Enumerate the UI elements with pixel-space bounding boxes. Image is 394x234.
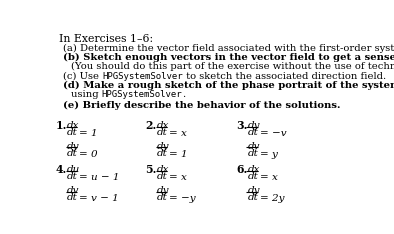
- Text: using: using: [71, 90, 102, 99]
- Text: = x: = x: [169, 173, 187, 183]
- Text: dt: dt: [157, 172, 168, 181]
- Text: dt: dt: [67, 149, 78, 157]
- Text: (e) Briefly describe the behavior of the solutions.: (e) Briefly describe the behavior of the…: [63, 101, 341, 110]
- Text: dx: dx: [157, 121, 169, 130]
- Text: dy: dy: [157, 142, 169, 151]
- Text: = y: = y: [260, 150, 278, 159]
- Text: (b) Sketch enough vectors in the vector field to get a sense of its geometric st: (b) Sketch enough vectors in the vector …: [63, 53, 394, 62]
- Text: du: du: [67, 165, 80, 174]
- Text: dy: dy: [67, 142, 80, 151]
- Text: (You should do this part of the exercise without the use of technology.): (You should do this part of the exercise…: [71, 62, 394, 71]
- Text: HPGSystemSolver: HPGSystemSolver: [102, 90, 182, 99]
- Text: = x: = x: [169, 129, 187, 138]
- Text: = 1: = 1: [80, 129, 98, 138]
- Text: dv: dv: [248, 142, 260, 151]
- Text: 3.: 3.: [236, 120, 247, 131]
- Text: HPGSystemSolver: HPGSystemSolver: [102, 72, 183, 81]
- Text: (c) Use: (c) Use: [63, 72, 102, 81]
- Text: dt: dt: [157, 149, 168, 157]
- Text: dt: dt: [248, 149, 258, 157]
- Text: 2.: 2.: [145, 120, 156, 131]
- Text: = x: = x: [260, 173, 278, 183]
- Text: dt: dt: [248, 172, 258, 181]
- Text: dt: dt: [67, 193, 78, 202]
- Text: dt: dt: [248, 128, 258, 137]
- Text: dt: dt: [157, 193, 168, 202]
- Text: dy: dy: [248, 186, 260, 195]
- Text: dt: dt: [67, 128, 78, 137]
- Text: = 2y: = 2y: [260, 194, 284, 203]
- Text: dt: dt: [67, 172, 78, 181]
- Text: = −v: = −v: [260, 129, 287, 138]
- Text: dv: dv: [67, 186, 80, 195]
- Text: dx: dx: [157, 165, 169, 174]
- Text: 6.: 6.: [236, 164, 247, 175]
- Text: dx: dx: [67, 121, 80, 130]
- Text: (a) Determine the vector field associated with the first-order system specified.: (a) Determine the vector field associate…: [63, 43, 394, 52]
- Text: = −y: = −y: [169, 194, 196, 203]
- Text: 5.: 5.: [145, 164, 157, 175]
- Text: 4.: 4.: [56, 164, 67, 175]
- Text: .: .: [182, 90, 186, 99]
- Text: dy: dy: [157, 186, 169, 195]
- Text: dx: dx: [248, 165, 260, 174]
- Text: = u − 1: = u − 1: [80, 173, 120, 183]
- Text: = v − 1: = v − 1: [80, 194, 119, 203]
- Text: dt: dt: [248, 193, 258, 202]
- Text: = 1: = 1: [169, 150, 188, 159]
- Text: dy: dy: [248, 121, 260, 130]
- Text: to sketch the associated direction field.: to sketch the associated direction field…: [183, 72, 386, 81]
- Text: 1.: 1.: [56, 120, 67, 131]
- Text: = 0: = 0: [80, 150, 98, 159]
- Text: dt: dt: [157, 128, 168, 137]
- Text: (d) Make a rough sketch of the phase portrait of the system and confirm your ans: (d) Make a rough sketch of the phase por…: [63, 81, 394, 90]
- Text: In Exercises 1–6:: In Exercises 1–6:: [59, 34, 153, 44]
